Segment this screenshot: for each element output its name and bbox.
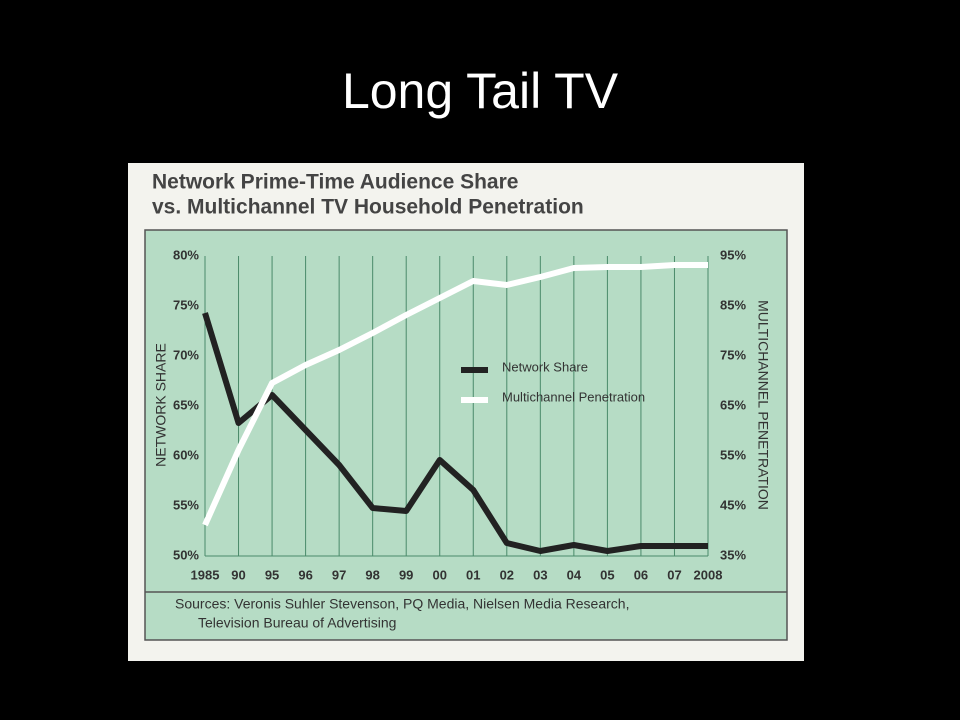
x-tick-label: 01 [466,567,480,582]
series-line [202,312,708,554]
legend-label: Multichannel Penetration [502,389,645,404]
sources: Television Bureau of Advertising [198,615,396,631]
y-tick-label: 55% [173,497,199,512]
sources: Sources: Veronis Suhler Stevenson, PQ Me… [175,596,629,612]
y2-tick-label: 65% [720,397,746,412]
x-tick-label: 05 [600,567,614,582]
x-tick-label: 99 [399,567,413,582]
y-axis-label: NETWORK SHARE [153,343,169,467]
x-tick-label: 96 [298,567,312,582]
y2-tick-label: 75% [720,347,746,362]
x-tick-label: 02 [500,567,514,582]
x-tick-label: 00 [432,567,446,582]
x-tick-label: 1985 [191,567,220,582]
x-tick-label: 90 [231,567,245,582]
y-tick-label: 80% [173,247,199,262]
x-tick-label: 95 [265,567,279,582]
y2-tick-label: 55% [720,447,746,462]
y-tick-label: 65% [173,397,199,412]
chart-title: vs. Multichannel TV Household Penetratio… [152,196,584,219]
x-tick-label: 04 [567,567,582,582]
y2-tick-label: 35% [720,547,746,562]
y-tick-label: 75% [173,297,199,312]
slide-title: Long Tail TV [342,63,619,119]
y2-tick-label: 95% [720,247,746,262]
x-tick-label: 97 [332,567,346,582]
x-tick-label: 98 [365,567,379,582]
x-tick-label: 03 [533,567,547,582]
plot-panel [144,229,788,641]
y2-axis-label: MULTICHANNEL PENETRATION [755,300,771,510]
y2-tick-label: 45% [720,497,746,512]
chart-title: Network Prime-Time Audience Share [152,171,518,194]
legend-label: Network Share [502,359,588,374]
y-tick-label: 60% [173,447,199,462]
x-tick-label: 06 [634,567,648,582]
x-tick-label: 07 [667,567,681,582]
series-line [202,262,708,527]
y-tick-label: 70% [173,347,199,362]
y-tick-label: 50% [173,547,199,562]
x-tick-label: 2008 [694,567,723,582]
y2-tick-label: 85% [720,297,746,312]
